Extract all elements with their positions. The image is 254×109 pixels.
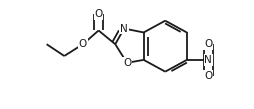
Text: O: O bbox=[78, 39, 87, 49]
Text: N: N bbox=[120, 24, 128, 34]
Text: O: O bbox=[203, 39, 212, 49]
Text: O: O bbox=[94, 9, 102, 19]
Text: O: O bbox=[122, 58, 131, 68]
Text: O: O bbox=[203, 71, 212, 81]
Text: N: N bbox=[204, 55, 211, 65]
